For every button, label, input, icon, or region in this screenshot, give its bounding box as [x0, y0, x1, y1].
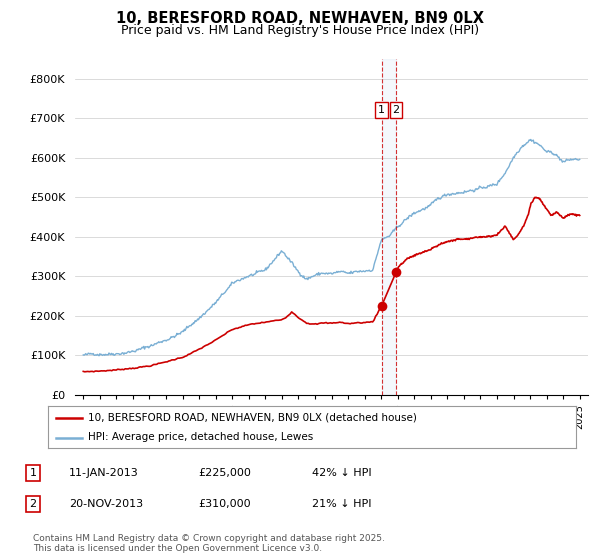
- Text: £225,000: £225,000: [198, 468, 251, 478]
- Text: 20-NOV-2013: 20-NOV-2013: [69, 499, 143, 509]
- Text: HPI: Average price, detached house, Lewes: HPI: Average price, detached house, Lewe…: [88, 432, 313, 442]
- Bar: [382, 59, 396, 395]
- Text: 42% ↓ HPI: 42% ↓ HPI: [312, 468, 371, 478]
- Text: 21% ↓ HPI: 21% ↓ HPI: [312, 499, 371, 509]
- Text: 2: 2: [29, 499, 37, 509]
- Text: 2: 2: [392, 105, 400, 115]
- Text: 11-JAN-2013: 11-JAN-2013: [69, 468, 139, 478]
- Text: Price paid vs. HM Land Registry's House Price Index (HPI): Price paid vs. HM Land Registry's House …: [121, 24, 479, 37]
- Text: 10, BERESFORD ROAD, NEWHAVEN, BN9 0LX: 10, BERESFORD ROAD, NEWHAVEN, BN9 0LX: [116, 11, 484, 26]
- Text: Contains HM Land Registry data © Crown copyright and database right 2025.
This d: Contains HM Land Registry data © Crown c…: [33, 534, 385, 553]
- Text: £310,000: £310,000: [198, 499, 251, 509]
- Text: 1: 1: [29, 468, 37, 478]
- Text: 1: 1: [378, 105, 385, 115]
- Text: 10, BERESFORD ROAD, NEWHAVEN, BN9 0LX (detached house): 10, BERESFORD ROAD, NEWHAVEN, BN9 0LX (d…: [88, 413, 416, 423]
